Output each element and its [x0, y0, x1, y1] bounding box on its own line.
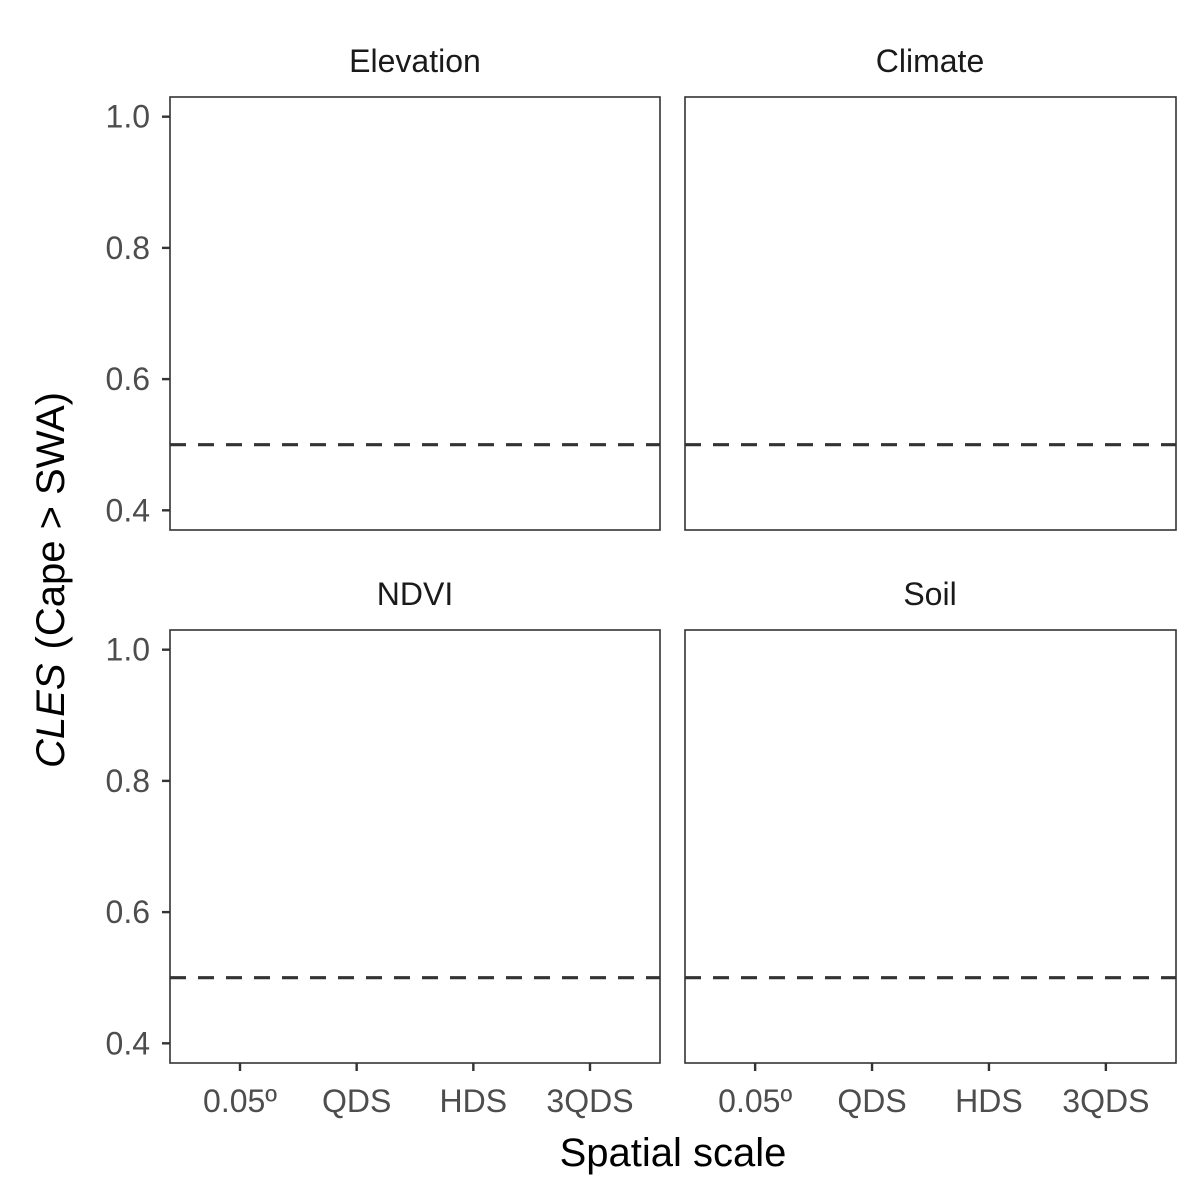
x-tick-label: 0.05º — [203, 1083, 277, 1119]
y-tick-label: 1.0 — [106, 99, 150, 135]
y-axes: 0.4 0.6 0.8 1.0 0.4 0.6 0.8 1.0 — [106, 99, 170, 1061]
x-axes: 0.05º QDS HDS 3QDS 0.05º QDS HDS 3QDS — [203, 1063, 1149, 1119]
panel-border — [169, 629, 661, 1064]
facet-title-climate: Climate — [876, 43, 984, 79]
y-axis-title-rest: (Cape > SWA) — [29, 392, 73, 649]
panel-elevation: Elevation — [169, 43, 661, 531]
y-tick-label: 0.4 — [106, 1025, 150, 1061]
x-axis-title: Spatial scale — [560, 1131, 787, 1175]
x-tick-label: 3QDS — [546, 1083, 633, 1119]
y-tick-label: 0.8 — [106, 230, 150, 266]
y-tick-label: 0.6 — [106, 894, 150, 930]
x-tick-label: QDS — [837, 1083, 906, 1119]
panel-ndvi: NDVI — [169, 576, 661, 1064]
panel-border — [684, 96, 1177, 531]
facet-title-ndvi: NDVI — [377, 576, 453, 612]
x-tick-label: QDS — [322, 1083, 391, 1119]
facet-title-soil: Soil — [903, 576, 956, 612]
panel-border — [169, 96, 661, 531]
y-tick-label: 1.0 — [106, 632, 150, 668]
y-axis-title-italic: CLES — [29, 663, 73, 768]
x-tick-label: HDS — [955, 1083, 1023, 1119]
y-tick-label: 0.4 — [106, 492, 150, 528]
x-tick-label: 0.05º — [718, 1083, 792, 1119]
x-tick-label: 3QDS — [1062, 1083, 1149, 1119]
y-axis-title: CLES (Cape > SWA) — [29, 392, 73, 768]
y-tick-label: 0.8 — [106, 763, 150, 799]
panel-soil: Soil — [684, 576, 1177, 1064]
y-tick-label: 0.6 — [106, 361, 150, 397]
facet-title-elevation: Elevation — [349, 43, 481, 79]
x-tick-label: HDS — [440, 1083, 508, 1119]
panel-border — [684, 629, 1177, 1064]
panel-climate: Climate — [684, 43, 1177, 531]
